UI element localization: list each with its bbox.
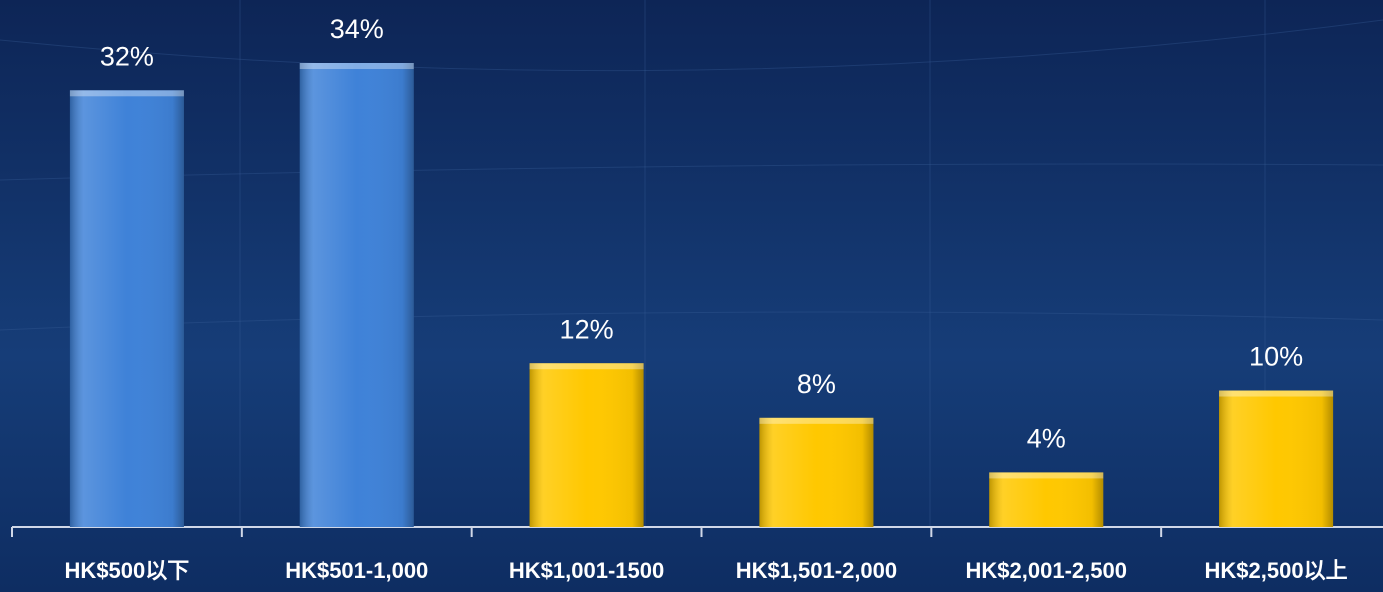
bar-shade — [529, 363, 644, 527]
bar-group — [759, 417, 874, 527]
bar-group — [529, 363, 644, 527]
bar-group — [69, 90, 184, 527]
value-label: 4% — [1027, 424, 1066, 454]
bar-group — [989, 472, 1104, 527]
value-label: 12% — [560, 314, 614, 344]
x-tick-label: HK$2,500以上 — [1205, 558, 1348, 583]
value-label: 32% — [100, 41, 154, 71]
value-label: 8% — [797, 369, 836, 399]
bar-group — [1219, 390, 1334, 527]
bar-bevel — [989, 472, 1104, 479]
plot-area: 32% HK$500以下 34% HK$501-1,000 12% HK$1,001-15… — [11, 14, 1383, 583]
bar-bevel — [529, 363, 644, 370]
bar-bevel — [759, 417, 874, 424]
bar-bevel — [1219, 390, 1334, 397]
x-tick-label: HK$500以下 — [65, 558, 190, 583]
x-tick-label: HK$501-1,000 — [285, 558, 428, 583]
bar-shade — [1219, 390, 1334, 527]
x-tick-label: HK$1,001-1500 — [509, 558, 664, 583]
bar-bevel — [69, 90, 184, 97]
bar-shade — [299, 63, 414, 527]
value-label: 34% — [330, 14, 384, 44]
bar-group — [299, 63, 414, 527]
value-label: 10% — [1249, 342, 1303, 372]
x-tick-label: HK$2,001-2,500 — [966, 558, 1127, 583]
bar-shade — [989, 472, 1104, 527]
bar-shade — [759, 417, 874, 527]
x-tick-label: HK$1,501-2,000 — [736, 558, 897, 583]
bar-shade — [69, 90, 184, 527]
background-grid — [0, 0, 1383, 527]
bar-bevel — [299, 63, 414, 69]
